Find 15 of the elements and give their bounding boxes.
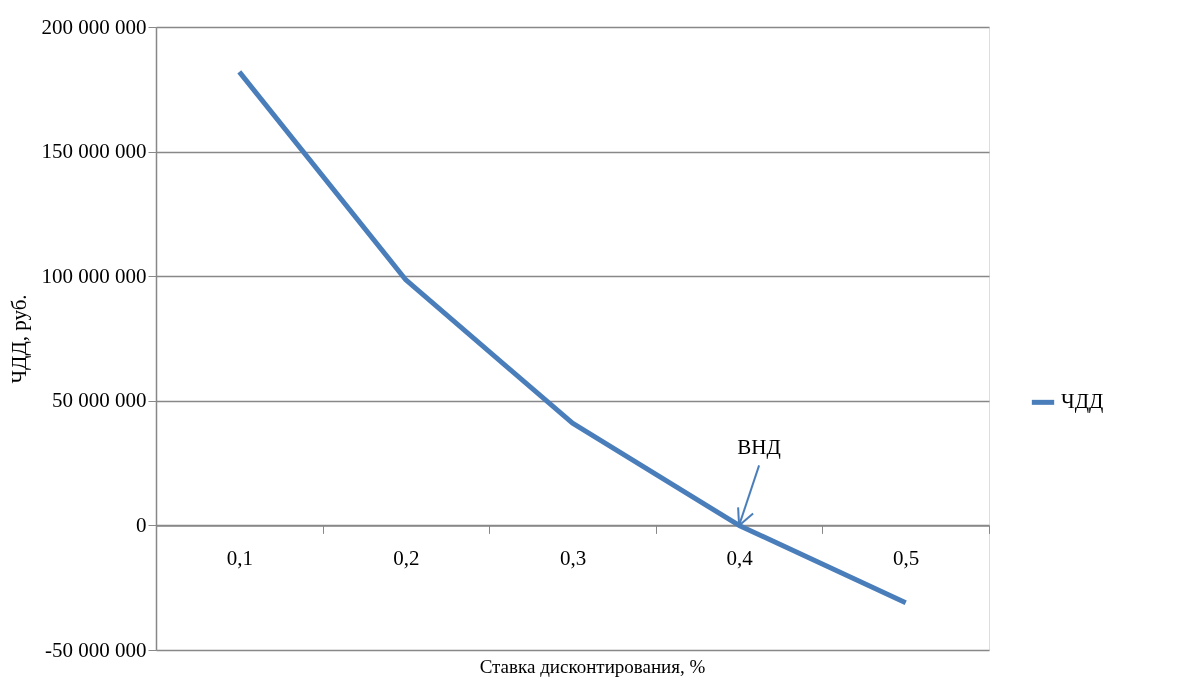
x-tick-label: 0,3 [559, 545, 587, 570]
y-tick-label: 100 000 000 [41, 263, 147, 288]
x-tick-label: 0,1 [226, 545, 253, 570]
y-tick-label: 200 000 000 [41, 14, 147, 39]
annotation: ВНД [737, 435, 781, 460]
x-tick-label: 0,2 [393, 545, 420, 570]
y-tick-label: 50 000 000 [52, 388, 147, 413]
legend-label: ЧДД [1061, 389, 1104, 414]
x-tick-label: 0,5 [893, 545, 920, 570]
y-tick-label: 0 [136, 512, 147, 537]
x-tick-label: 0,4 [726, 545, 754, 570]
y-axis-title: ЧДД, руб. [6, 294, 31, 384]
y-tick-label: -50 000 000 [45, 637, 147, 662]
y-tick-label: 150 000 000 [41, 139, 147, 164]
x-axis-title: Ставка дисконтирования, % [479, 656, 706, 677]
